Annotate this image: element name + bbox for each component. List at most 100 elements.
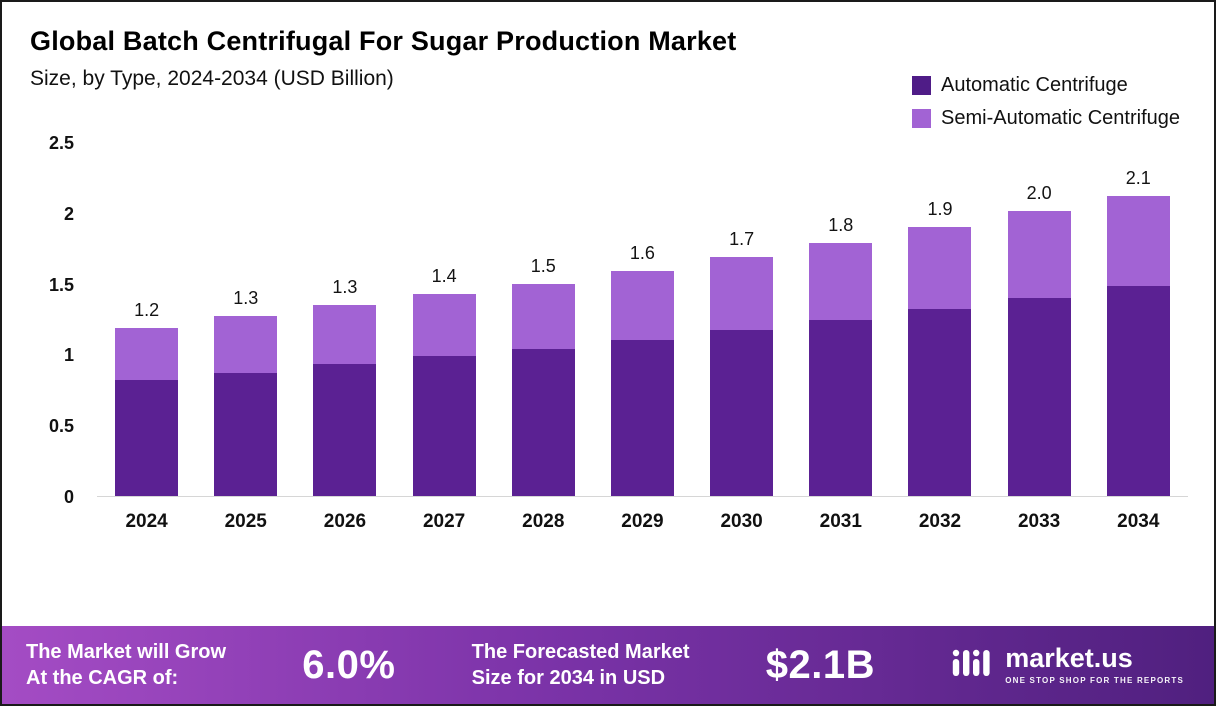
segment-automatic	[115, 379, 179, 496]
bar-group: 1.4	[412, 265, 476, 496]
segment-semi-automatic	[214, 316, 278, 373]
y-tick-label: 2.5	[48, 133, 74, 153]
segment-semi-automatic	[1106, 195, 1170, 287]
bar-total-label: 1.5	[530, 255, 556, 276]
stacked-bar	[1106, 195, 1170, 496]
stacked-bar	[313, 304, 377, 496]
segment-automatic	[809, 320, 873, 496]
x-axis-label: 2029	[621, 511, 664, 532]
y-tick-label: 1.5	[48, 274, 74, 295]
forecast-value: $2.1B	[765, 642, 875, 687]
bar-total-label: 2.0	[1026, 183, 1052, 204]
segment-semi-automatic	[1007, 211, 1071, 298]
page-subtitle: Size, by Type, 2024-2034 (USD Billion)	[30, 67, 394, 90]
legend-item-automatic: Automatic Centrifuge	[912, 74, 1180, 97]
bar-total-label: 1.4	[431, 265, 457, 286]
bar-total-label: 2.1	[1125, 167, 1151, 188]
y-tick-label: 0.5	[48, 416, 74, 437]
x-axis-label: 2033	[1017, 511, 1061, 532]
bar-total-label: 1.8	[828, 214, 854, 235]
bar-group: 2.1	[1106, 167, 1170, 496]
header: Global Batch Centrifugal For Sugar Produ…	[2, 2, 1214, 91]
footer-banner: The Market will Grow At the CAGR of: 6.0…	[2, 626, 1214, 704]
bar-group: 1.5	[511, 255, 575, 496]
bar-group: 1.3	[214, 288, 278, 496]
legend-label-automatic: Automatic Centrifuge	[941, 74, 1128, 96]
y-tick-label: 0	[63, 487, 74, 507]
bar-total-label: 1.7	[729, 228, 755, 249]
stacked-bar	[412, 293, 476, 496]
stacked-bar	[710, 256, 774, 496]
bar-group: 1.8	[809, 214, 873, 496]
stacked-bar-chart: 0 0.5 1 1.5 2 2.5 1.2 1.3 1.3 1.4 1.5 1.6 1.7 1.8 1.9…	[2, 133, 1188, 563]
segment-automatic	[1007, 297, 1071, 496]
bar-group: 1.6	[610, 242, 674, 496]
page-title: Global Batch Centrifugal For Sugar Produ…	[30, 26, 737, 56]
bar-group: 1.9	[908, 198, 972, 496]
segment-automatic	[1106, 286, 1170, 496]
stacked-bar	[115, 327, 179, 496]
x-axis-label: 2026	[323, 511, 367, 532]
y-tick-label: 1	[63, 345, 74, 366]
segment-semi-automatic	[610, 270, 674, 341]
bar-group: 1.2	[115, 299, 179, 496]
stacked-bar	[809, 242, 873, 496]
bar-total-label: 1.2	[134, 299, 160, 320]
bar-total-label: 1.9	[927, 198, 953, 219]
x-axis-label: 2030	[720, 511, 763, 532]
brand-tagline: One Stop Shop For The Reports	[1005, 676, 1185, 685]
bar-total-label: 1.3	[233, 288, 259, 309]
segment-semi-automatic	[412, 293, 476, 356]
chart-legend: Automatic Centrifuge Semi-Automatic Cent…	[912, 74, 1180, 130]
market-us-logo-icon	[951, 645, 995, 686]
y-tick-label: 2	[63, 203, 74, 224]
plot-area: 1.2 1.3 1.3 1.4 1.5 1.6 1.7 1.8 1.9 2.0 2.1	[97, 143, 1188, 497]
segment-semi-automatic	[115, 327, 179, 380]
legend-item-semi-automatic: Semi-Automatic Centrifuge	[912, 107, 1180, 130]
segment-automatic	[412, 355, 476, 496]
segment-semi-automatic	[710, 256, 774, 331]
bar-total-label: 1.3	[332, 276, 358, 297]
stacked-bar	[610, 270, 674, 496]
segment-automatic	[710, 330, 774, 496]
cagr-label-line1: The Market will Grow	[26, 641, 227, 663]
x-axis-label: 2025	[224, 511, 267, 532]
forecast-label-line2: Size for 2034 in USD	[471, 667, 666, 689]
x-axis-label: 2032	[918, 511, 962, 532]
cagr-value: 6.0%	[302, 642, 396, 687]
legend-swatch-automatic-icon	[912, 76, 932, 95]
legend-swatch-semi-automatic-icon	[912, 109, 932, 128]
x-axis-label: 2031	[819, 511, 862, 532]
segment-semi-automatic	[511, 283, 575, 349]
cagr-label: The Market will Grow At the CAGR of:	[26, 639, 226, 691]
y-axis: 0 0.5 1 1.5 2 2.5	[2, 133, 88, 507]
x-axis: 2024 2025 2026 2027 2028 2029 2030 2031 2032 2033…	[97, 511, 1188, 533]
stacked-bar	[1007, 211, 1071, 496]
forecast-label: The Forecasted Market Size for 2034 in U…	[472, 639, 690, 691]
x-axis-label: 2024	[125, 511, 168, 532]
stacked-bar	[511, 283, 575, 496]
bar-group: 1.3	[313, 276, 377, 496]
bar-total-label: 1.6	[629, 242, 655, 263]
legend-label-semi-automatic: Semi-Automatic Centrifuge	[941, 107, 1180, 129]
x-axis-label: 2028	[522, 511, 565, 532]
x-axis-label: 2027	[422, 511, 466, 532]
segment-automatic	[610, 340, 674, 496]
bar-group: 1.7	[710, 228, 774, 496]
segment-semi-automatic	[809, 242, 873, 321]
segment-semi-automatic	[908, 226, 972, 310]
bar-group: 2.0	[1007, 183, 1071, 496]
brand-block: market.us One Stop Shop For The Reports	[951, 645, 1184, 686]
segment-automatic	[313, 364, 377, 496]
cagr-label-line2: At the CAGR of:	[26, 667, 179, 689]
stacked-bar	[908, 226, 972, 496]
x-axis-label: 2034	[1117, 511, 1160, 532]
stacked-bar	[214, 316, 278, 496]
segment-semi-automatic	[313, 304, 377, 365]
segment-automatic	[214, 372, 278, 496]
forecast-label-line1: The Forecasted Market	[471, 641, 690, 663]
segment-automatic	[511, 348, 575, 496]
brand-name: market.us	[1005, 643, 1133, 673]
segment-automatic	[908, 309, 972, 496]
